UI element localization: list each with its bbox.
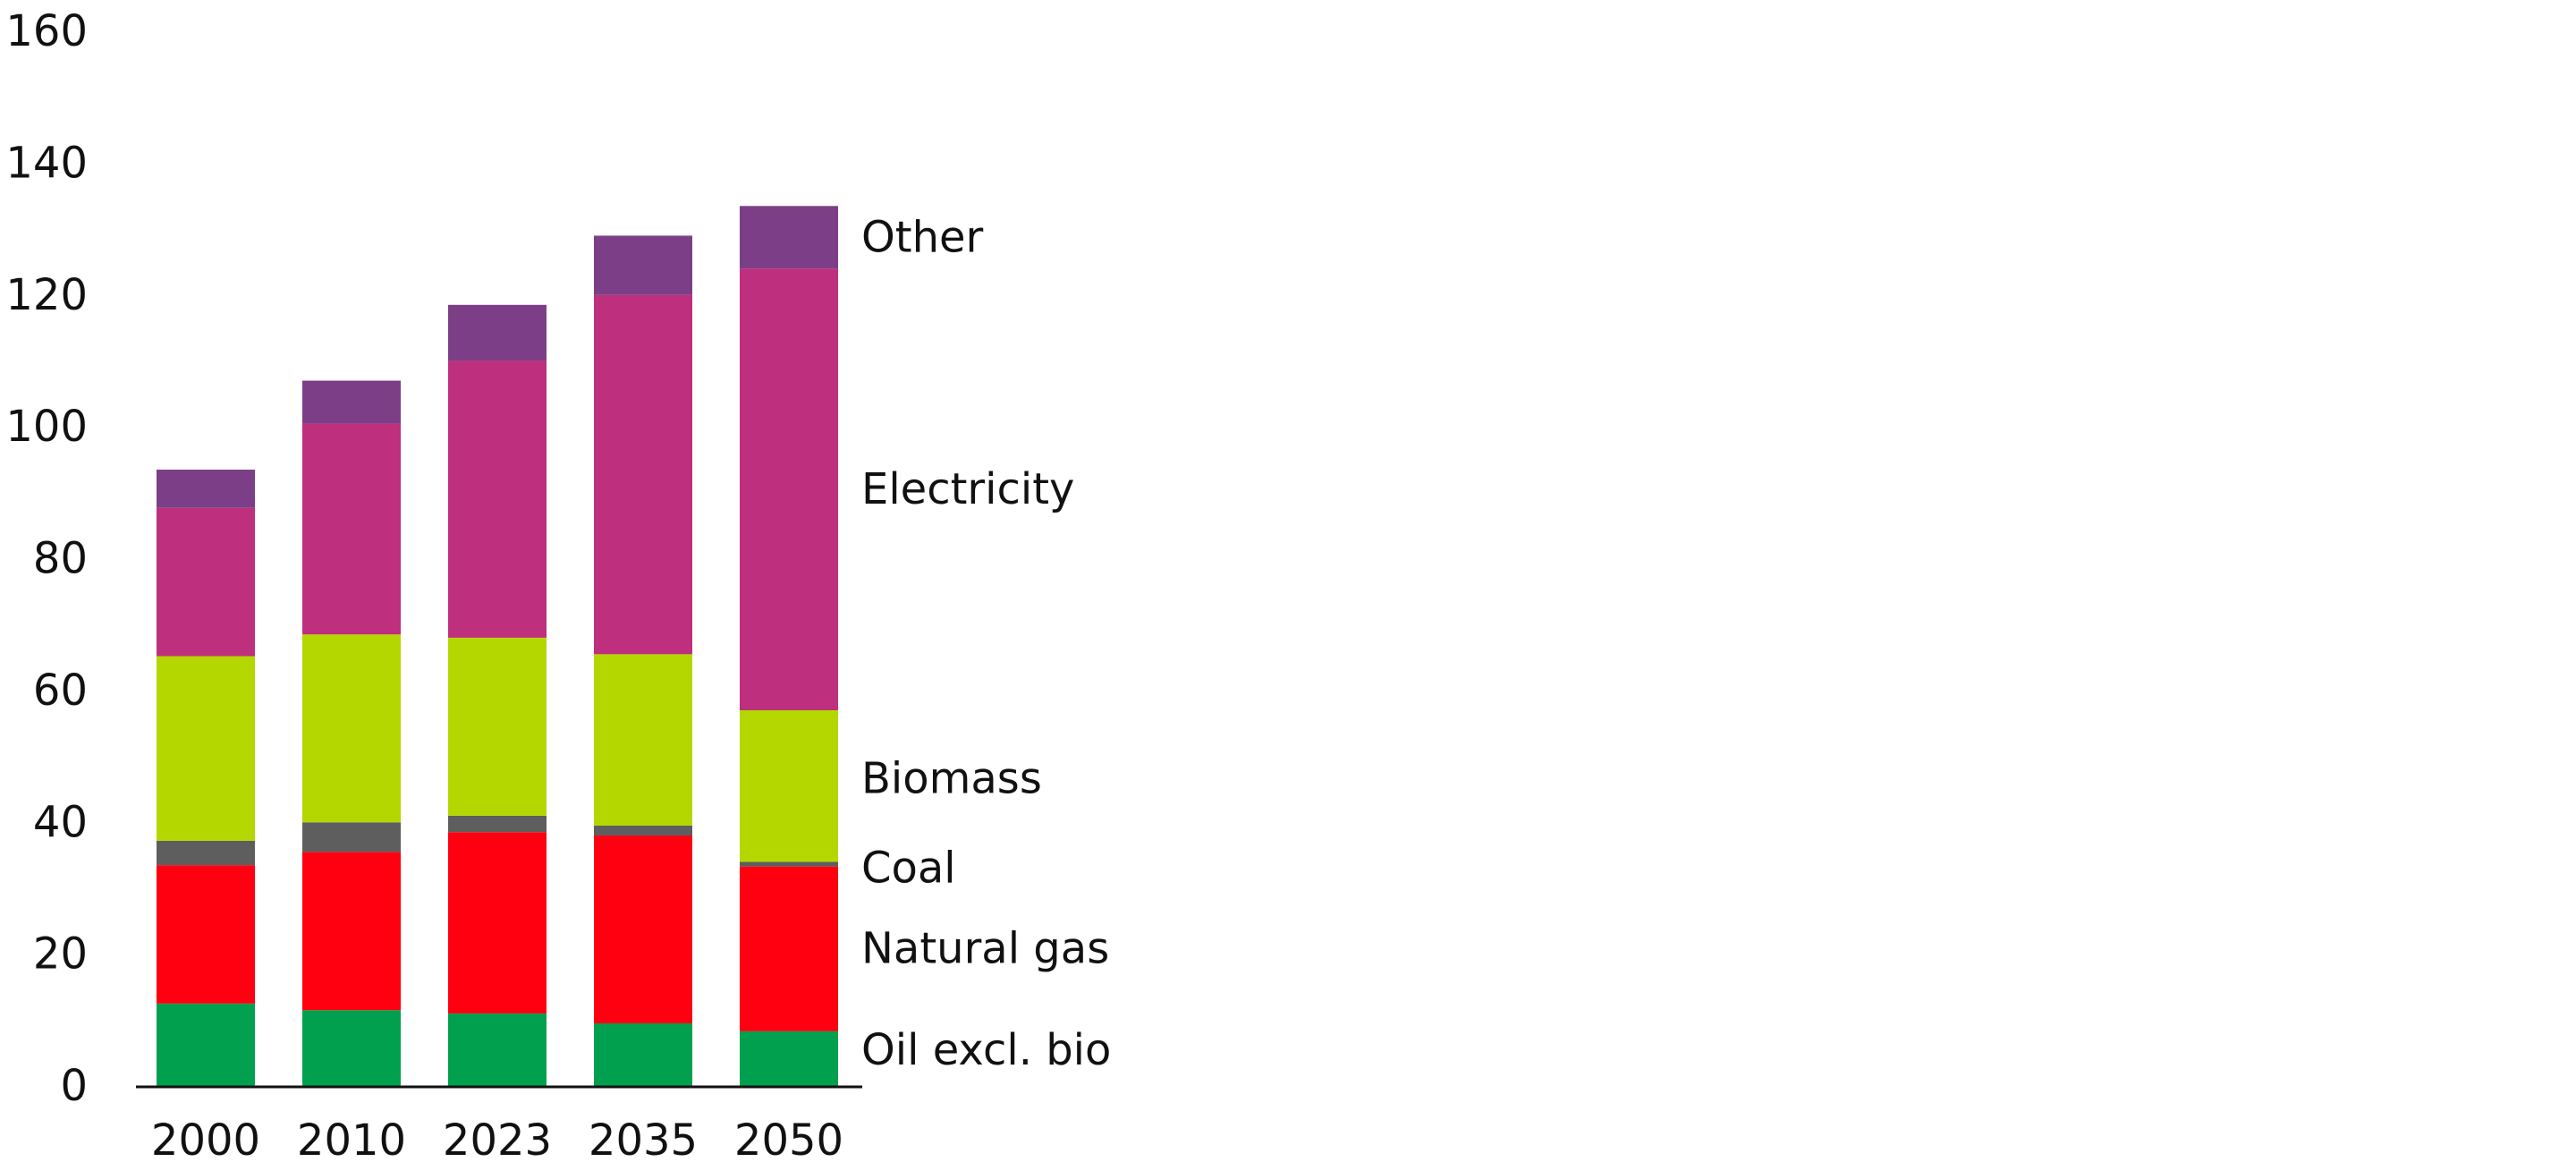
bar-segment-electricity-2000 <box>157 507 255 657</box>
bar-segment-biomass-2023 <box>448 637 547 816</box>
bar-segment-natural-gas-2035 <box>594 835 692 1023</box>
bar-segment-natural-gas-2050 <box>740 866 838 1031</box>
x-tick-label: 2035 <box>589 1115 698 1162</box>
bar-segment-biomass-2035 <box>594 654 692 826</box>
series-label-biomass: Biomass <box>861 754 1042 804</box>
bar-segment-other-2050 <box>740 206 838 269</box>
bar-segment-oil-excl-bio-2050 <box>740 1031 838 1086</box>
bar-segment-oil-excl-bio-2035 <box>594 1022 692 1086</box>
bar-segment-coal-2023 <box>448 815 547 833</box>
series-label-oil-excl-bio: Oil excl. bio <box>861 1025 1111 1075</box>
series-label-natural-gas: Natural gas <box>861 924 1109 974</box>
x-tick-label: 2000 <box>151 1115 260 1162</box>
bar-segment-natural-gas-2023 <box>448 832 547 1014</box>
bar-segment-natural-gas-2010 <box>302 852 401 1011</box>
x-tick-label: 2023 <box>443 1115 552 1162</box>
bar-segment-other-2000 <box>157 470 255 508</box>
bar-segment-coal-2000 <box>157 840 255 866</box>
bar-segment-electricity-2023 <box>448 360 547 638</box>
x-tick-label: 2050 <box>734 1115 843 1162</box>
x-axis: 2000 2010 2023 2035 2050 <box>136 1085 862 1162</box>
bar-segment-natural-gas-2000 <box>157 865 255 1004</box>
bar-segment-coal-2035 <box>594 825 692 835</box>
series-label-coal: Coal <box>861 844 956 894</box>
y-axis: 0 20 40 60 80 100 120 140 160 <box>5 6 88 1111</box>
y-tick-label: 120 <box>5 270 88 320</box>
bar-segment-biomass-2000 <box>157 656 255 841</box>
bar-segment-coal-2050 <box>740 861 838 867</box>
bar-segment-biomass-2010 <box>302 634 401 823</box>
y-tick-label: 40 <box>33 797 88 847</box>
bar-segment-other-2023 <box>448 304 547 361</box>
y-tick-label: 60 <box>33 666 88 716</box>
bar-segment-other-2035 <box>594 235 692 295</box>
y-tick-label: 100 <box>5 402 88 452</box>
series-label-other: Other <box>861 212 984 262</box>
bar-segment-other-2010 <box>302 380 401 424</box>
bar-segment-oil-excl-bio-2023 <box>448 1013 547 1086</box>
bar-segment-electricity-2050 <box>740 268 838 710</box>
bar-segment-oil-excl-bio-2000 <box>157 1003 255 1086</box>
bar-segment-biomass-2050 <box>740 709 838 862</box>
bar-segment-electricity-2035 <box>594 294 692 655</box>
bar-segment-coal-2010 <box>302 822 401 852</box>
x-tick-label: 2010 <box>297 1115 406 1162</box>
bar-segment-electricity-2010 <box>302 423 401 635</box>
bars <box>157 206 838 1086</box>
series-labels: Oil excl. bio Natural gas Coal Biomass Elect… <box>861 212 1111 1075</box>
series-label-electricity: Electricity <box>861 464 1074 514</box>
y-tick-label: 140 <box>5 138 88 188</box>
y-tick-label: 80 <box>33 534 88 584</box>
bar-segment-oil-excl-bio-2010 <box>302 1010 401 1086</box>
y-tick-label: 0 <box>60 1061 88 1111</box>
y-tick-label: 20 <box>33 929 88 980</box>
y-tick-label: 160 <box>5 6 88 56</box>
